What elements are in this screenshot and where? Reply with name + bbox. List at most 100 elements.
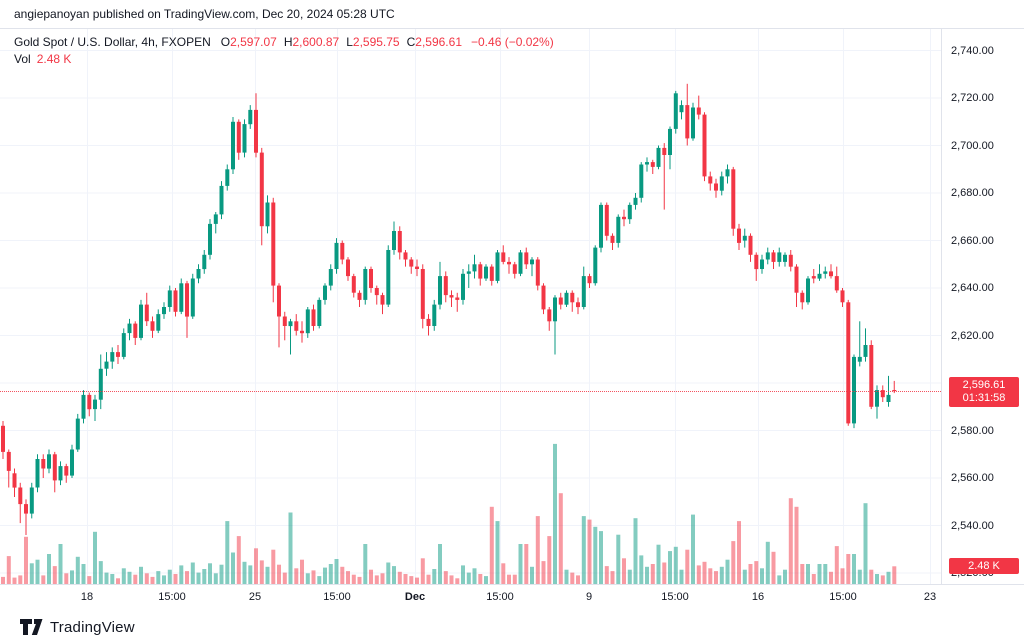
chart-area[interactable]: Gold Spot / U.S. Dollar, 4h, FXOPEN O2,59… — [0, 28, 1024, 614]
candle-body — [800, 292, 805, 303]
footer-bar: TradingView — [0, 613, 1024, 641]
volume-bar — [47, 554, 51, 584]
candle-body — [863, 345, 868, 357]
volume-bar — [334, 559, 339, 584]
candle-body — [127, 323, 132, 334]
volume-bar — [639, 555, 644, 584]
publish-info-text: angiepanoyan published on TradingView.co… — [14, 7, 395, 21]
candle-body — [277, 285, 281, 317]
volume-bar — [323, 567, 327, 584]
volume-bar — [196, 572, 201, 584]
volume-bar — [725, 559, 730, 584]
candle-body — [403, 252, 408, 260]
volume-bar — [213, 573, 218, 584]
volume-bar — [524, 544, 529, 584]
candle-body — [512, 264, 517, 274]
volume-bar — [564, 569, 569, 584]
time-axis-label: 15:00 — [829, 591, 857, 603]
candle-body — [535, 259, 540, 286]
candle-body — [604, 204, 609, 236]
candle-body — [110, 352, 115, 362]
volume-bar — [363, 544, 368, 584]
candle-countdown: 01:31:58 — [962, 392, 1006, 404]
volume-bar — [438, 544, 442, 584]
candle-body — [52, 454, 57, 481]
volume-bar — [104, 572, 109, 584]
price-axis[interactable]: 2,740.00 2,720.00 2,700.00 2,680.00 2,660.00… — [941, 29, 1024, 584]
candle-body — [81, 394, 86, 419]
candle-body — [300, 330, 304, 334]
volume-bar — [622, 558, 626, 584]
volume-bar — [351, 574, 356, 584]
candle-body — [24, 504, 28, 514]
volume-bar — [880, 575, 885, 584]
candle-body — [254, 109, 258, 153]
candle-body — [846, 302, 851, 424]
volume-bar — [472, 568, 477, 584]
tradingview-logo-icon[interactable] — [20, 619, 43, 635]
volume-bar — [484, 576, 488, 584]
candle-body — [489, 266, 494, 281]
candle-body — [116, 352, 120, 357]
candle-body — [288, 321, 293, 327]
volume-bar — [242, 561, 247, 584]
candle-body — [880, 390, 885, 398]
time-axis-label: Dec — [404, 591, 426, 603]
volume-bar — [265, 566, 270, 584]
candle-body — [87, 394, 92, 410]
candle-body — [213, 214, 218, 224]
candle-body — [156, 314, 161, 331]
volume-bar — [489, 506, 494, 584]
candle-body — [811, 276, 816, 279]
candle-body — [587, 276, 592, 284]
price-axis-label: 2,720.00 — [951, 92, 994, 104]
volume-bar — [892, 566, 897, 584]
candle-body — [869, 345, 874, 407]
candle-body — [691, 107, 695, 139]
brand-name[interactable]: TradingView — [50, 618, 135, 636]
volume-bar — [760, 568, 764, 584]
volume-bar — [64, 573, 69, 584]
candle-body — [449, 295, 454, 298]
volume-bar — [627, 569, 632, 584]
candle-body — [432, 304, 437, 326]
volume-bar — [731, 541, 736, 584]
candle-body — [558, 297, 563, 305]
volume-bar — [420, 558, 425, 584]
candle-body — [783, 254, 787, 262]
volume-bar — [570, 572, 575, 584]
candle-body — [294, 321, 299, 331]
volume-layer — [1, 443, 897, 584]
candle-body — [259, 152, 264, 227]
volume-bar — [386, 562, 391, 584]
volume-bar — [271, 549, 276, 584]
volume-bar — [846, 554, 851, 584]
volume-bar — [696, 565, 701, 584]
candle-body — [75, 418, 80, 450]
candle-body — [167, 290, 172, 307]
candle-body — [742, 235, 747, 241]
volume-bar — [110, 574, 115, 584]
candle-body — [794, 266, 799, 293]
time-axis-label: 18 — [80, 591, 94, 603]
header-bar: angiepanoyan published on TradingView.co… — [0, 0, 1024, 28]
candle-body — [806, 278, 810, 303]
volume-bar — [616, 534, 621, 584]
candle-body — [185, 283, 189, 317]
volume-bar — [98, 561, 103, 584]
volume-bar — [599, 531, 603, 584]
volume-bar — [765, 541, 770, 584]
candle-body — [392, 231, 396, 250]
volume-bar — [248, 565, 253, 584]
volume-bar — [702, 561, 707, 584]
time-axis[interactable]: 18 15:00 25 15:00 Dec 15:00 9 15:00 16 15:00 23 — [0, 584, 1024, 614]
volume-bar — [190, 562, 195, 584]
volume-bar — [869, 569, 874, 584]
volume-bar — [466, 572, 471, 584]
volume-bar — [754, 561, 759, 584]
candle-body — [18, 487, 23, 505]
volume-bar — [58, 544, 63, 584]
volume-bar — [507, 574, 511, 584]
candlestick-chart[interactable] — [0, 29, 941, 584]
candle-body — [852, 356, 856, 424]
